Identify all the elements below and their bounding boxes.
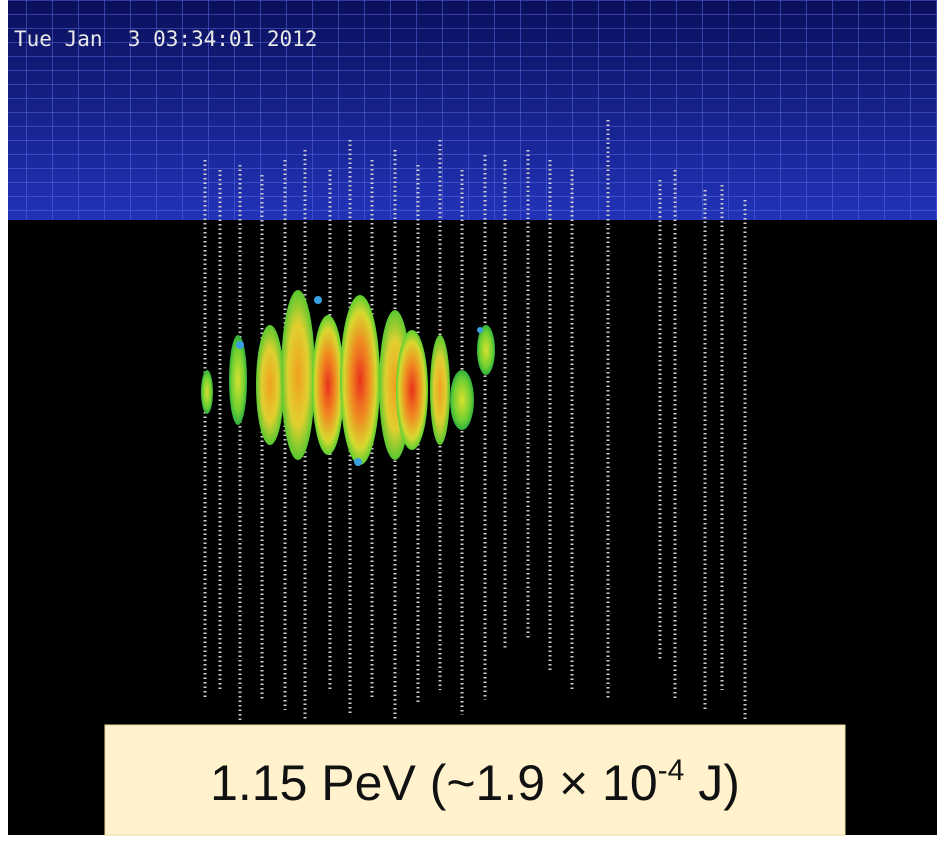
energy-label-main: 1.15 PeV (~1.9 × 10 (210, 755, 658, 811)
event-display: Tue Jan 3 03:34:01 2012 1.15 PeV (~1.9 ×… (0, 0, 937, 859)
energy-label-end: J) (684, 755, 740, 811)
energy-label-exponent: -4 (658, 754, 685, 787)
timestamp: Tue Jan 3 03:34:01 2012 (14, 27, 317, 51)
